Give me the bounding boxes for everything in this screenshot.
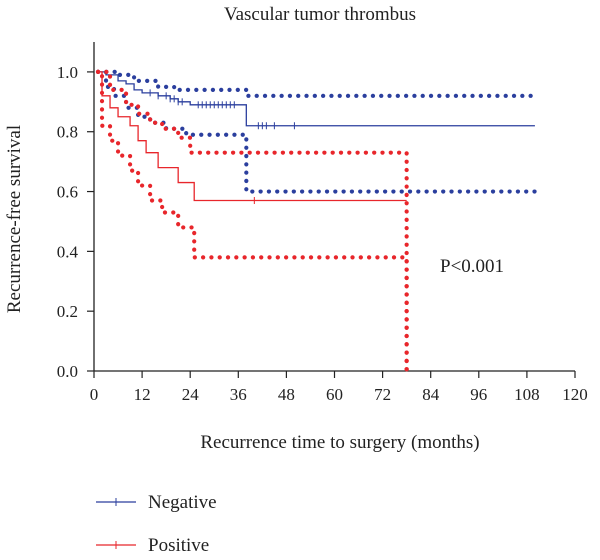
x-tick-label: 72: [374, 385, 391, 404]
x-axis-title: Recurrence time to surgery (months): [200, 432, 479, 453]
ci-band-2-dotted-curve: [95, 69, 538, 98]
p-value-annotation: P<0.001: [440, 256, 504, 277]
y-axis-title: Recurrence-free survival: [4, 125, 25, 313]
positive-survival-curve: [98, 71, 407, 202]
x-tick-label: 36: [230, 385, 247, 404]
x-tick-label: 108: [514, 385, 540, 404]
x-tick-label: 60: [326, 385, 343, 404]
x-tick-label: 48: [278, 385, 295, 404]
negative-survival-curve: [98, 71, 535, 127]
y-tick-label: 0.4: [57, 242, 79, 261]
ci-band-4-dotted-curve: [95, 69, 409, 374]
legend-label-positive: Positive: [148, 535, 209, 556]
ci-band-3-dotted-curve: [95, 69, 538, 194]
y-tick-label: 1.0: [57, 63, 78, 82]
legend: Negative Positive: [96, 492, 217, 556]
y-tick-label: 0.2: [57, 302, 78, 321]
legend-label-negative: Negative: [148, 492, 217, 513]
y-tick-label: 0.8: [57, 123, 78, 142]
chart-title: Vascular tumor thrombus: [224, 4, 416, 25]
plot-area: 0 12 24 36 48 60 72 84 96 108 120 0.0 0.2 0.4 0.6 0.8 1.…: [57, 42, 588, 404]
x-tick-label: 120: [562, 385, 588, 404]
x-tick-label: 12: [134, 385, 151, 404]
x-tick-label: 24: [182, 385, 200, 404]
y-tick-label: 0.0: [57, 362, 78, 381]
y-tick-label: 0.6: [57, 183, 78, 202]
x-tick-label: 96: [470, 385, 487, 404]
x-tick-label: 84: [422, 385, 440, 404]
x-tick-label: 0: [90, 385, 99, 404]
